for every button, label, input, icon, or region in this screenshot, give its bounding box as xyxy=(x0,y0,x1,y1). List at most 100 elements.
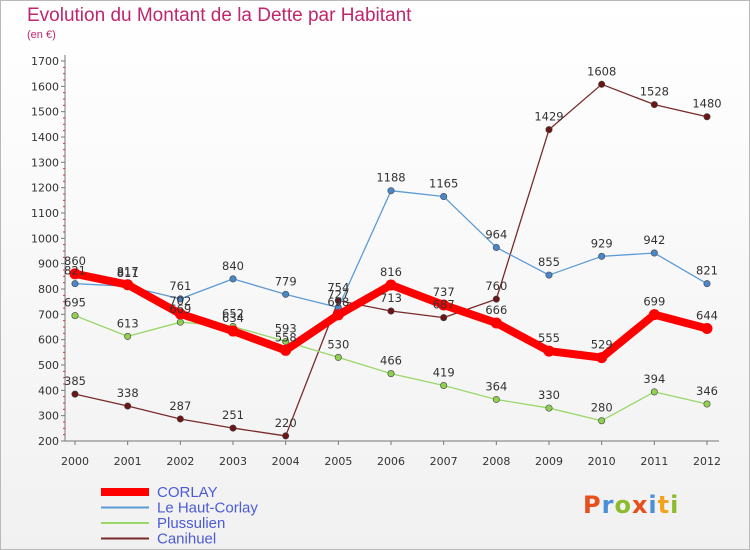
data-point xyxy=(387,307,395,315)
data-point xyxy=(492,395,500,403)
logo-letter: x xyxy=(631,491,649,519)
y-tick-label: 1400 xyxy=(31,131,59,144)
data-point xyxy=(596,352,608,364)
y-tick-label: 1200 xyxy=(31,182,59,195)
x-tick-label: 2005 xyxy=(324,455,352,468)
logo-letter: t xyxy=(657,491,671,519)
data-label: 929 xyxy=(591,236,613,250)
x-tick-label: 2000 xyxy=(61,455,89,468)
y-tick-label: 1100 xyxy=(31,207,59,220)
data-point xyxy=(492,243,500,251)
data-point xyxy=(229,424,237,432)
data-point xyxy=(650,249,658,257)
data-point xyxy=(282,290,290,298)
data-point xyxy=(229,275,237,283)
data-point xyxy=(598,252,606,260)
x-tick-label: 2003 xyxy=(219,455,247,468)
chart-title: Evolution du Montant de la Dette par Hab… xyxy=(27,5,412,26)
y-tick-label: 500 xyxy=(38,359,59,372)
data-point xyxy=(282,337,290,345)
data-point xyxy=(438,299,450,311)
data-label: 817 xyxy=(117,265,139,279)
data-point xyxy=(387,370,395,378)
data-point xyxy=(598,80,606,88)
data-label: 593 xyxy=(275,321,297,335)
data-label: 754 xyxy=(327,281,349,295)
data-label: 280 xyxy=(591,401,613,415)
data-label: 964 xyxy=(485,227,507,241)
y-tick-label: 1300 xyxy=(31,156,59,169)
data-point xyxy=(598,417,606,425)
x-tick-label: 2008 xyxy=(482,455,510,468)
data-label: 634 xyxy=(222,311,244,325)
y-tick-label: 300 xyxy=(38,410,59,423)
data-label: 760 xyxy=(485,279,507,293)
data-label: 737 xyxy=(433,285,455,299)
data-point xyxy=(71,280,79,288)
x-tick-label: 2002 xyxy=(166,455,194,468)
data-label: 530 xyxy=(327,337,349,351)
y-tick-label: 900 xyxy=(38,258,59,271)
data-point xyxy=(176,295,184,303)
data-label: 699 xyxy=(643,295,665,309)
data-point xyxy=(490,317,502,329)
data-point xyxy=(440,193,448,201)
data-label: 695 xyxy=(64,296,86,310)
data-label: 713 xyxy=(380,291,402,305)
data-point xyxy=(122,279,134,291)
data-label: 811 xyxy=(117,266,139,280)
data-point xyxy=(703,280,711,288)
data-label: 666 xyxy=(485,303,507,317)
data-label: 644 xyxy=(696,309,718,323)
y-tick-label: 400 xyxy=(38,384,59,397)
data-label: 860 xyxy=(64,254,86,268)
data-point xyxy=(124,332,132,340)
data-point xyxy=(280,344,292,356)
data-label: 346 xyxy=(696,384,718,398)
data-point xyxy=(71,312,79,320)
data-label: 698 xyxy=(327,295,349,309)
data-point xyxy=(701,323,713,335)
data-label: 1480 xyxy=(692,97,721,111)
x-tick-label: 2010 xyxy=(588,455,616,468)
x-tick-label: 2001 xyxy=(114,455,142,468)
data-label: 669 xyxy=(169,302,191,316)
data-point xyxy=(545,404,553,412)
data-point xyxy=(71,390,79,398)
data-point xyxy=(282,432,290,440)
logo-letter: P xyxy=(583,491,602,519)
data-point xyxy=(174,308,186,320)
data-label: 687 xyxy=(433,298,455,312)
logo-letter: r xyxy=(601,491,615,519)
data-point xyxy=(650,101,658,109)
data-label: 727 xyxy=(327,287,349,301)
data-point xyxy=(650,388,658,396)
data-point xyxy=(545,126,553,134)
y-tick-label: 600 xyxy=(38,334,59,347)
data-label: 1429 xyxy=(534,110,563,124)
data-label: 529 xyxy=(591,338,613,352)
data-label: 338 xyxy=(117,386,139,400)
y-tick-label: 200 xyxy=(38,435,59,448)
x-tick-label: 2006 xyxy=(377,455,405,468)
legend-label: CORLAY xyxy=(157,484,218,501)
data-point xyxy=(545,271,553,279)
data-point xyxy=(227,325,239,337)
data-label: 558 xyxy=(275,330,297,344)
logo-letter: o xyxy=(614,491,632,519)
data-point xyxy=(440,314,448,322)
data-label: 466 xyxy=(380,354,402,368)
data-label: 555 xyxy=(538,331,560,345)
proxiti-logo: Proxiti xyxy=(583,491,679,519)
x-tick-label: 2007 xyxy=(430,455,458,468)
data-label: 821 xyxy=(696,264,718,278)
legend-label: Plussulien xyxy=(157,515,225,532)
data-label: 942 xyxy=(643,233,665,247)
data-label: 385 xyxy=(64,374,86,388)
data-label: 821 xyxy=(64,264,86,278)
data-label: 1165 xyxy=(429,177,458,191)
data-point xyxy=(703,113,711,121)
data-label: 251 xyxy=(222,408,244,422)
y-tick-label: 800 xyxy=(38,283,59,296)
